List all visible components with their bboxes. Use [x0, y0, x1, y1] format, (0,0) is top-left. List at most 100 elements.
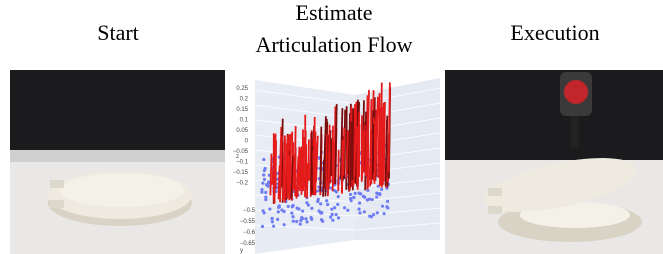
point	[270, 217, 273, 220]
point	[337, 216, 340, 219]
point	[316, 200, 319, 203]
flow-vector	[343, 128, 344, 176]
point	[336, 203, 339, 206]
point	[329, 216, 332, 219]
point	[358, 211, 361, 214]
point	[292, 220, 295, 223]
flow-vector	[303, 137, 304, 191]
point	[386, 200, 389, 203]
flow-vector	[320, 127, 321, 192]
point	[264, 195, 267, 198]
point	[358, 192, 361, 195]
z-tick-label: −0.2	[236, 181, 249, 187]
point	[262, 173, 265, 176]
point	[283, 210, 286, 213]
point	[349, 193, 352, 196]
point	[321, 220, 324, 223]
panel-title: Articulation Flow	[255, 32, 412, 57]
axis-label: y	[240, 248, 243, 254]
flow-vector	[333, 141, 334, 184]
point	[299, 222, 302, 225]
point	[362, 195, 365, 198]
z-tick-label: 0.15	[236, 107, 248, 113]
point	[333, 206, 336, 209]
point	[304, 217, 307, 220]
point	[296, 207, 299, 210]
point	[260, 188, 263, 191]
flow-vector	[374, 121, 375, 184]
point	[272, 225, 275, 228]
flow-vector	[315, 142, 316, 188]
point	[291, 215, 294, 218]
flow-vector	[357, 131, 358, 184]
z-tick-label: 0.2	[240, 97, 249, 103]
panel-title: Start	[97, 20, 139, 45]
point	[363, 210, 366, 213]
flow-vector	[270, 154, 271, 196]
point	[267, 180, 270, 183]
point	[357, 208, 360, 211]
z-tick-label: 0.25	[236, 86, 248, 92]
y-tick-label: −0.6	[243, 230, 256, 236]
point	[375, 195, 378, 198]
point	[278, 204, 281, 207]
point	[283, 223, 286, 226]
point	[331, 219, 334, 222]
articulation-flow-plot: z y 0.250.20.150.10.050−0.05−0.1−0.15−0.…	[230, 70, 440, 254]
point	[261, 225, 264, 228]
point	[331, 213, 334, 216]
y-tick-label: −0.65	[240, 241, 256, 247]
point	[263, 169, 266, 172]
point	[301, 210, 304, 213]
point	[376, 211, 379, 214]
point	[310, 207, 313, 210]
flow-vector	[350, 121, 351, 186]
point	[265, 183, 268, 186]
point	[319, 202, 322, 205]
point	[263, 178, 266, 181]
flow-vector	[329, 125, 330, 181]
y-tick-label: −0.55	[240, 219, 256, 225]
point	[287, 205, 290, 208]
point	[305, 220, 308, 223]
point	[380, 188, 383, 191]
point	[358, 201, 361, 204]
point	[386, 206, 389, 209]
flow-vector	[379, 123, 380, 173]
figure: Start Estimate Articulation Flow Executi…	[0, 0, 663, 254]
z-tick-label: 0.05	[236, 128, 248, 134]
point	[305, 201, 308, 204]
point	[264, 191, 267, 194]
z-tick-label: −0.15	[233, 170, 249, 176]
point	[301, 217, 304, 220]
point	[352, 196, 355, 199]
flow-vector	[362, 130, 363, 179]
flow-vector	[352, 108, 353, 180]
point	[366, 189, 369, 192]
point	[326, 203, 329, 206]
point	[295, 220, 298, 223]
point	[330, 208, 333, 211]
point	[382, 212, 385, 215]
point	[375, 192, 378, 195]
flow-vector	[311, 132, 312, 191]
point	[325, 199, 328, 202]
z-tick-label: −0.05	[233, 149, 249, 155]
point	[290, 212, 293, 215]
flow-vector	[308, 140, 309, 181]
flow-vector	[342, 140, 343, 185]
point	[366, 198, 369, 201]
flow-vector	[295, 147, 296, 196]
point	[378, 193, 381, 196]
z-tick-label: −0.1	[236, 160, 249, 166]
flow-vector	[381, 83, 382, 175]
point	[346, 209, 349, 212]
flow-vector	[299, 148, 300, 185]
point	[261, 181, 264, 184]
point	[268, 208, 271, 211]
point	[349, 197, 352, 200]
point	[292, 204, 295, 207]
z-tick-label: 0.1	[240, 118, 249, 124]
point	[368, 215, 371, 218]
point	[271, 220, 274, 223]
